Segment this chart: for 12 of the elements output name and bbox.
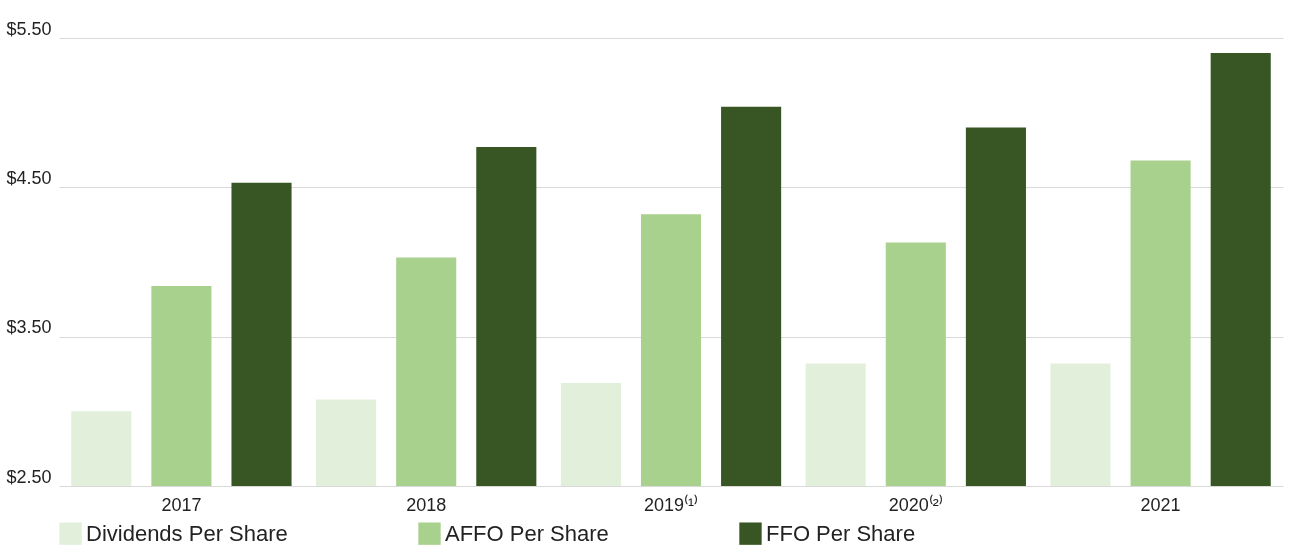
x-tick-label: 2020⁽²⁾ [888, 493, 943, 515]
legend-label: Dividends Per Share [86, 520, 288, 546]
y-tick-label: $4.50 [6, 167, 52, 188]
y-tick-label: $2.50 [6, 466, 52, 487]
legend-label: AFFO Per Share [445, 520, 609, 546]
x-tick-label: 2018 [406, 494, 447, 515]
x-tick-label: 2021 [1140, 494, 1181, 515]
y-tick-label: $3.50 [6, 317, 52, 338]
y-tick-label: $5.50 [6, 18, 52, 39]
x-tick-label: 2019⁽¹⁾ [643, 493, 699, 515]
legend-label: FFO Per Share [766, 520, 916, 546]
x-tick-label: 2017 [161, 494, 202, 515]
